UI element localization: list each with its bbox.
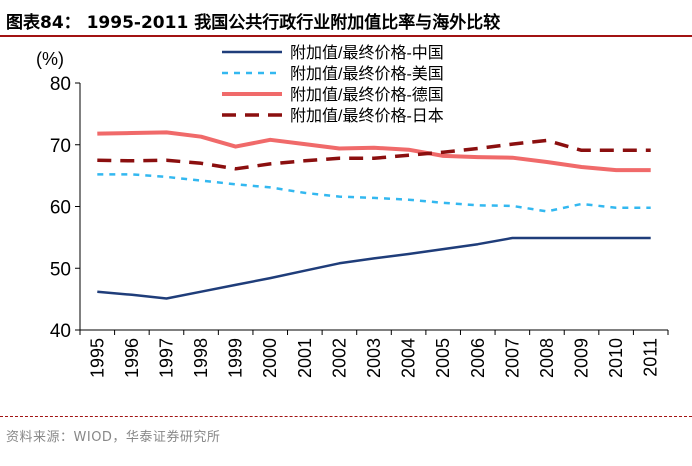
y-tick-label: 80	[50, 74, 71, 95]
x-tick-label: 2011	[641, 338, 661, 377]
y-unit-label: (%)	[36, 49, 64, 69]
y-tick-label: 40	[50, 321, 71, 342]
series-line-2	[97, 173, 651, 213]
series-line-3	[97, 130, 651, 173]
figure-title: 1995-2011 我国公共行政行业附加值比率与海外比较	[86, 13, 501, 33]
legend-label-1: 附加值/最终价格-中国	[290, 44, 444, 62]
chart-header: 图表84： 1995-2011 我国公共行政行业附加值比率与海外比较	[0, 0, 692, 37]
figure-number: 图表84：	[6, 13, 81, 33]
chart-title: 图表84： 1995-2011 我国公共行政行业附加值比率与海外比较	[6, 8, 500, 33]
x-tick-label: 2000	[260, 338, 280, 378]
x-tick-label: 1998	[191, 338, 211, 378]
y-tick-label: 50	[50, 259, 71, 280]
title-divider	[0, 35, 692, 37]
x-tick-label: 2002	[329, 338, 349, 378]
legend-label-3: 附加值/最终价格-德国	[290, 86, 444, 104]
x-tick-label: 2007	[502, 338, 522, 378]
x-tick-label: 1995	[87, 338, 107, 378]
legend-label-2: 附加值/最终价格-美国	[290, 65, 444, 83]
x-tick-label: 2010	[606, 338, 626, 378]
x-tick-label: 1996	[122, 338, 142, 378]
x-tick-label: 2003	[364, 338, 384, 378]
series-line-1	[97, 236, 651, 300]
series-line-4	[97, 138, 651, 171]
chart-area: (%) 40 50 60 70 80 1995 1996 1997 1998 1999 2000 200…	[0, 38, 692, 418]
x-tick-label: 1997	[156, 338, 176, 378]
legend-label-4: 附加值/最终价格-日本	[290, 107, 444, 125]
x-tick-label: 2001	[295, 338, 315, 378]
footer-divider	[0, 416, 692, 417]
x-tick-label: 2009	[572, 338, 592, 378]
x-tick-label: 2006	[468, 338, 488, 378]
source-note: 资料来源：WIOD，华泰证券研究所	[6, 430, 221, 445]
x-tick-label: 2004	[399, 338, 419, 378]
y-tick-label: 60	[50, 198, 71, 219]
x-tick-label: 2008	[537, 338, 557, 378]
x-tick-label: 1999	[226, 338, 246, 378]
line-chart: (%) 40 50 60 70 80 1995 1996 1997 1998 1999 2000 200…	[36, 44, 669, 378]
x-tick-label: 2005	[433, 338, 453, 378]
y-tick-label: 70	[50, 136, 71, 157]
